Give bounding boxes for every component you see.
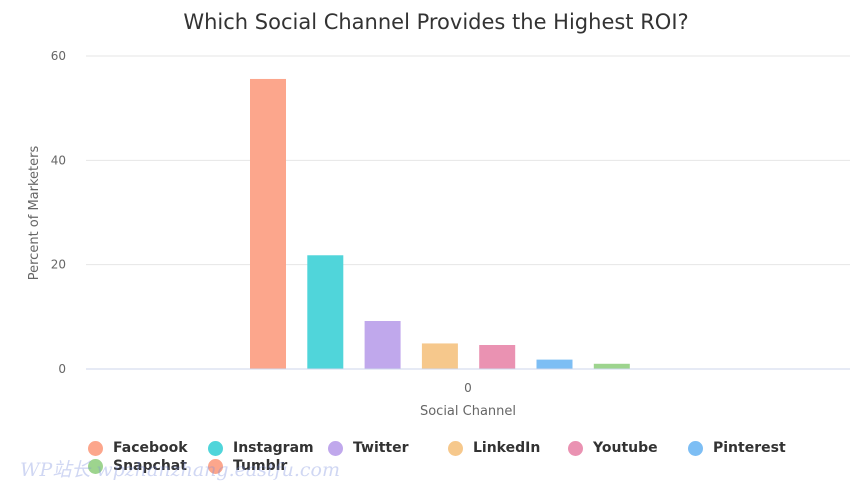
legend-label-instagram: Instagram (233, 440, 314, 456)
bar-instagram[interactable] (307, 255, 344, 369)
bar-twitter[interactable] (364, 321, 401, 369)
x-tick-label: 0 (464, 381, 472, 395)
legend-label-pinterest: Pinterest (713, 440, 786, 456)
bar-pinterest[interactable] (536, 359, 573, 369)
legend-item-instagram[interactable]: Instagram (208, 439, 314, 457)
bar-snapchat[interactable] (593, 363, 630, 369)
x-axis-title: Social Channel (420, 404, 516, 419)
legend-item-facebook[interactable]: Facebook (88, 439, 188, 457)
legend-label-twitter: Twitter (353, 440, 409, 456)
y-axis-title: Percent of Marketers (27, 146, 42, 281)
y-tick-label-60: 60 (51, 49, 66, 63)
legend-item-snapchat[interactable]: Snapchat (88, 457, 187, 475)
bar-linkedin[interactable] (421, 343, 458, 369)
legend-label-snapchat: Snapchat (113, 458, 187, 474)
y-axis-ticks: 0 20 40 60 (51, 49, 66, 376)
chart-title: Which Social Channel Provides the Highes… (183, 10, 688, 34)
bar-facebook[interactable] (250, 78, 286, 369)
legend-label-tumblr: Tumblr (233, 458, 288, 474)
bar-youtube[interactable] (479, 345, 516, 369)
legend-dot-instagram (208, 440, 223, 456)
legend-dot-tumblr (208, 458, 223, 474)
legend-label-linkedin: LinkedIn (473, 440, 541, 456)
legend-dot-snapchat (88, 458, 103, 474)
legend-item-twitter[interactable]: Twitter (328, 439, 409, 457)
legend-row-2: Snapchat Tumblr (86, 457, 846, 475)
legend-row-1: Facebook Instagram Twitter LinkedIn Yout… (86, 439, 846, 457)
legend-dot-pinterest (688, 440, 703, 456)
y-tick-label-40: 40 (51, 153, 66, 167)
bar-layer (250, 78, 630, 369)
legend-label-facebook: Facebook (113, 440, 188, 456)
legend-item-tumblr[interactable]: Tumblr (208, 457, 287, 475)
legend-item-linkedin[interactable]: LinkedIn (448, 439, 540, 457)
legend: Facebook Instagram Twitter LinkedIn Yout… (86, 439, 846, 475)
legend-dot-youtube (568, 440, 583, 456)
legend-dot-twitter (328, 440, 343, 456)
legend-item-youtube[interactable]: Youtube (568, 439, 658, 457)
legend-item-pinterest[interactable]: Pinterest (688, 439, 786, 457)
y-tick-label-20: 20 (51, 258, 66, 272)
legend-label-youtube: Youtube (593, 440, 658, 456)
legend-dot-linkedin (448, 440, 463, 456)
y-tick-label-0: 0 (58, 362, 66, 376)
legend-dot-facebook (88, 440, 103, 456)
grid-layer (86, 55, 850, 266)
